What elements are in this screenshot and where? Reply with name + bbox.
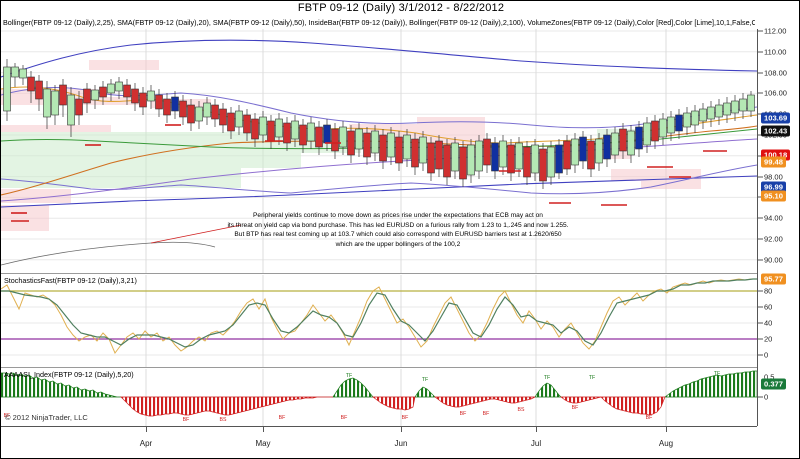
- stoch-axis-label-40: 40: [764, 318, 773, 328]
- date-label-may: May: [255, 439, 271, 448]
- price-panel[interactable]: Peripheral yields continue to move down …: [1, 29, 757, 273]
- stochastics-panel[interactable]: StochasticsFast(FBTP 09-12 (Daily),3,21): [1, 275, 757, 367]
- marker-tf: TF: [422, 377, 428, 383]
- axis-label-98: 98.00: [764, 172, 783, 182]
- price-badge-bollinger-lower[interactable]: 96.99: [761, 181, 787, 193]
- date-tick-mark: [536, 427, 537, 432]
- marker-tf: TF: [346, 373, 352, 379]
- marker-tf: TF: [544, 375, 550, 381]
- marker-bf: BF: [4, 413, 11, 419]
- aaasi-panel-label[interactable]: AAAASI_Index(FBTP 09-12 (Daily),5,20): [4, 370, 134, 379]
- axis-tick-mark: [758, 92, 763, 94]
- axis-label-108: 108.00: [764, 68, 787, 78]
- axis-tick-mark: [758, 30, 763, 32]
- axis-tick-mark: [758, 259, 763, 261]
- aaasi-axis-label-05: 0.5: [764, 372, 775, 382]
- axis-label-106: 106.00: [764, 88, 787, 98]
- price-badge-bollinger-upper[interactable]: 103.69: [761, 112, 791, 124]
- candlestick-series: [3, 59, 755, 189]
- copyright-notice: © 2012 NinjaTrader, LLC: [5, 413, 88, 422]
- marker-bf: BF: [483, 411, 490, 417]
- axis-tick-mark: [758, 72, 763, 74]
- panel-divider-1: [1, 273, 757, 274]
- aaasi-index-panel[interactable]: AAAASI_Index(FBTP 09-12 (Daily),5,20): [1, 369, 757, 426]
- marker-bf: BF: [183, 417, 190, 423]
- axis-tick-mark: [758, 51, 763, 53]
- marker-bf: BF: [279, 415, 286, 421]
- marker-bf: BF: [402, 415, 409, 421]
- stoch-axis-label-20: 20: [764, 334, 773, 344]
- axis-label-110: 110.00: [764, 47, 787, 57]
- price-badge-sma50[interactable]: 99.48: [761, 156, 787, 168]
- date-tick-mark: [146, 427, 147, 432]
- marker-bf: BF: [460, 411, 467, 417]
- axis-tick-mark: [758, 176, 763, 178]
- annotation-line-3: But BTP has real test coming up at 103.7…: [234, 231, 562, 238]
- marker-bf: BF: [341, 415, 348, 421]
- price-axis[interactable]: 112.00 110.00 108.00 106.00 104.00 102.0…: [757, 26, 799, 426]
- marker-bs: BS: [518, 407, 525, 413]
- axis-tick-mark: [758, 134, 763, 136]
- axis-tick-mark: [758, 196, 763, 198]
- stochastics-value-badge[interactable]: 95.77: [761, 273, 787, 285]
- axis-tick-mark: [758, 322, 763, 324]
- stoch-axis-label-60: 60: [764, 302, 773, 312]
- date-axis[interactable]: Apr May Jun Jul Aug: [1, 426, 757, 458]
- date-tick-mark: [263, 427, 264, 432]
- price-plot: [1, 29, 757, 273]
- axis-label-92: 92.00: [764, 234, 783, 244]
- date-tick-mark: [666, 427, 667, 432]
- axis-tick-mark: [758, 354, 763, 356]
- marker-bf: BF: [572, 405, 579, 411]
- axis-tick-mark: [758, 338, 763, 340]
- date-label-aug: Aug: [658, 439, 674, 448]
- marker-tf: TF: [589, 375, 595, 381]
- aaasi-plot: BF BS BF BF TF BF TF BF BF BS TF BF TF B…: [1, 369, 757, 426]
- stochastics-panel-label[interactable]: StochasticsFast(FBTP 09-12 (Daily),3,21): [4, 276, 137, 285]
- annotation-line-1: Peripheral yields continue to move down …: [253, 212, 543, 219]
- axis-tick-mark: [758, 306, 763, 308]
- axis-tick-mark: [758, 290, 763, 292]
- date-tick-mark: [401, 427, 402, 432]
- panel-divider-2: [1, 367, 757, 368]
- page-title: FBTP 09-12 (Daily) 3/1/2012 - 8/22/2012: [297, 2, 505, 14]
- axis-tick-mark: [758, 155, 763, 157]
- marker-bf: BF: [646, 415, 653, 421]
- axis-label-90: 90.00: [764, 255, 783, 265]
- aaasi-value-badge[interactable]: 0.377: [761, 378, 787, 390]
- stoch-axis-label-80: 80: [764, 286, 773, 296]
- date-label-apr: Apr: [139, 439, 153, 448]
- axis-tick-mark: [758, 396, 763, 398]
- date-label-jun: Jun: [394, 439, 408, 448]
- indicator-legend-strip[interactable]: Bollinger(FBTP 09-12 (Daily),2,25), SMA(…: [3, 18, 755, 27]
- axis-label-94: 94.00: [764, 213, 783, 223]
- stochastics-plot: [1, 275, 757, 367]
- marker-bs: BS: [220, 417, 227, 423]
- axis-tick-mark: [758, 113, 763, 115]
- annotation-line-4: which are the upper bollingers of the 10…: [335, 240, 461, 248]
- price-badge-last[interactable]: 102.43: [761, 125, 791, 137]
- aaasi-axis-label-0: 0: [764, 392, 769, 402]
- axis-tick-mark: [758, 217, 763, 219]
- stoch-axis-label-0: 0: [764, 350, 769, 360]
- axis-tick-mark: [758, 238, 763, 240]
- axis-label-112: 112.00: [764, 26, 787, 36]
- date-label-jul: Jul: [530, 439, 542, 448]
- price-badge-sma20[interactable]: 100.18: [761, 149, 791, 161]
- chart-annotation: Peripheral yields continue to move down …: [183, 211, 613, 249]
- marker-tf: TF: [714, 371, 720, 377]
- price-badge-secondary[interactable]: 95.10: [761, 190, 787, 202]
- annotation-line-2: its threat on yield cap via bond purchas…: [227, 221, 569, 229]
